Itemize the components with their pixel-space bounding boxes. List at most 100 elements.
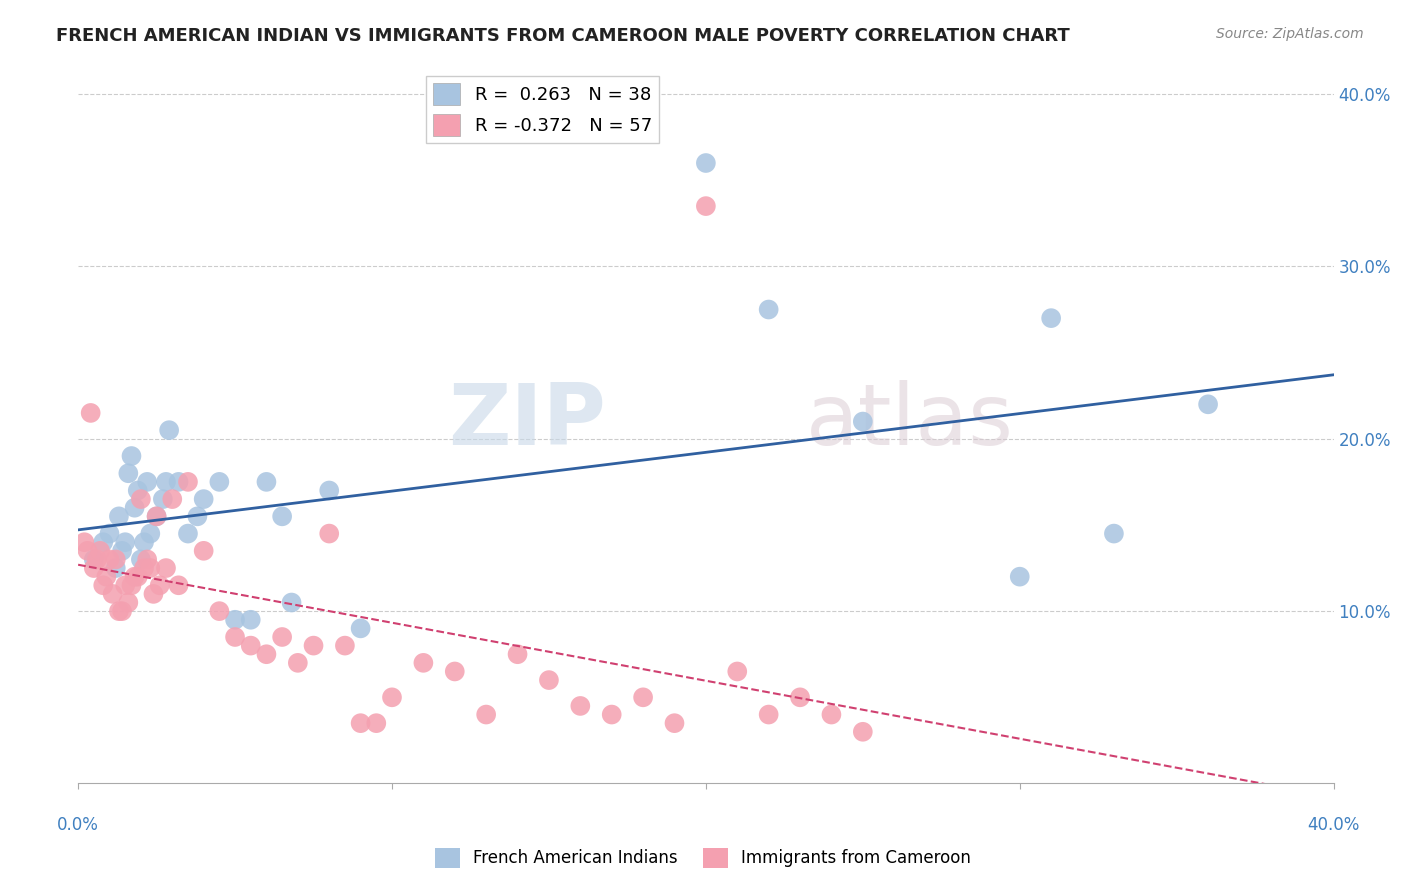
Point xyxy=(101,587,124,601)
Point xyxy=(124,500,146,515)
Point xyxy=(287,656,309,670)
Point xyxy=(475,707,498,722)
Point xyxy=(108,604,131,618)
Point xyxy=(631,690,654,705)
Point xyxy=(136,552,159,566)
Point xyxy=(121,449,143,463)
Point xyxy=(124,569,146,583)
Point xyxy=(506,647,529,661)
Point xyxy=(91,578,114,592)
Point xyxy=(136,475,159,489)
Point xyxy=(256,647,278,661)
Point xyxy=(121,578,143,592)
Point xyxy=(239,613,262,627)
Point xyxy=(83,561,105,575)
Point xyxy=(104,561,127,575)
Point xyxy=(569,698,592,713)
Point xyxy=(91,535,114,549)
Point xyxy=(149,578,172,592)
Point xyxy=(224,613,246,627)
Point xyxy=(98,526,121,541)
Point xyxy=(318,526,340,541)
Point xyxy=(129,552,152,566)
Point xyxy=(86,552,108,566)
Point xyxy=(132,561,155,575)
Point xyxy=(537,673,560,687)
Point xyxy=(349,621,371,635)
Point xyxy=(79,406,101,420)
Point xyxy=(142,587,165,601)
Point xyxy=(76,544,98,558)
Point xyxy=(167,578,190,592)
Point xyxy=(600,707,623,722)
Point xyxy=(302,639,325,653)
Point xyxy=(145,509,167,524)
Point xyxy=(224,630,246,644)
Point xyxy=(162,492,184,507)
Point xyxy=(89,544,111,558)
Point xyxy=(114,535,136,549)
Point xyxy=(789,690,811,705)
Point xyxy=(758,707,780,722)
Point xyxy=(280,595,302,609)
Point xyxy=(664,716,686,731)
Point xyxy=(73,535,96,549)
Point xyxy=(111,544,134,558)
Point xyxy=(155,561,177,575)
Point xyxy=(820,707,842,722)
Point xyxy=(152,492,174,507)
Point xyxy=(443,665,465,679)
Point xyxy=(271,630,294,644)
Point xyxy=(758,302,780,317)
Legend: French American Indians, Immigrants from Cameroon: French American Indians, Immigrants from… xyxy=(429,841,977,875)
Point xyxy=(333,639,356,653)
Point xyxy=(104,552,127,566)
Point xyxy=(132,535,155,549)
Point xyxy=(256,475,278,489)
Point xyxy=(129,492,152,507)
Point xyxy=(111,604,134,618)
Point xyxy=(117,467,139,481)
Point xyxy=(349,716,371,731)
Text: 0.0%: 0.0% xyxy=(58,816,98,834)
Text: FRENCH AMERICAN INDIAN VS IMMIGRANTS FROM CAMEROON MALE POVERTY CORRELATION CHAR: FRENCH AMERICAN INDIAN VS IMMIGRANTS FRO… xyxy=(56,27,1070,45)
Point xyxy=(725,665,748,679)
Point xyxy=(852,724,875,739)
Point xyxy=(98,552,121,566)
Point xyxy=(114,578,136,592)
Point xyxy=(139,526,162,541)
Point xyxy=(177,526,200,541)
Point xyxy=(318,483,340,498)
Legend: R =  0.263   N = 38, R = -0.372   N = 57: R = 0.263 N = 38, R = -0.372 N = 57 xyxy=(426,76,659,144)
Point xyxy=(177,475,200,489)
Point xyxy=(155,475,177,489)
Point xyxy=(186,509,208,524)
Point xyxy=(127,569,149,583)
Point xyxy=(108,509,131,524)
Point xyxy=(1008,569,1031,583)
Point xyxy=(145,509,167,524)
Point xyxy=(852,415,875,429)
Point xyxy=(117,595,139,609)
Point xyxy=(1040,311,1063,326)
Point xyxy=(96,569,118,583)
Point xyxy=(83,552,105,566)
Point xyxy=(271,509,294,524)
Point xyxy=(695,199,717,213)
Point xyxy=(127,483,149,498)
Point xyxy=(193,492,215,507)
Point xyxy=(1197,397,1219,411)
Text: atlas: atlas xyxy=(806,380,1014,463)
Point xyxy=(208,475,231,489)
Point xyxy=(208,604,231,618)
Point xyxy=(695,156,717,170)
Point xyxy=(366,716,388,731)
Text: 40.0%: 40.0% xyxy=(1308,816,1360,834)
Point xyxy=(381,690,404,705)
Point xyxy=(239,639,262,653)
Point xyxy=(139,561,162,575)
Text: ZIP: ZIP xyxy=(447,380,606,463)
Text: Source: ZipAtlas.com: Source: ZipAtlas.com xyxy=(1216,27,1364,41)
Point xyxy=(157,423,180,437)
Point xyxy=(193,544,215,558)
